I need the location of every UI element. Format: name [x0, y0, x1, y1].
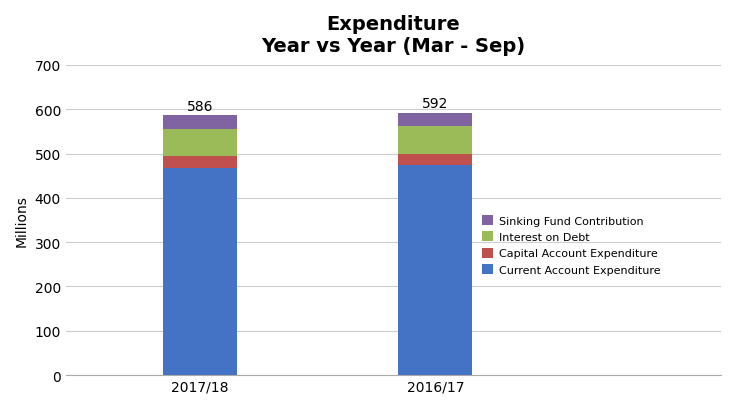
Title: Expenditure
Year vs Year (Mar - Sep): Expenditure Year vs Year (Mar - Sep) — [261, 15, 526, 56]
Text: 586: 586 — [187, 99, 213, 113]
Bar — [163, 169, 237, 375]
Bar — [398, 113, 473, 127]
Bar — [163, 157, 237, 169]
Text: 592: 592 — [422, 97, 448, 111]
Y-axis label: Millions: Millions — [15, 195, 29, 246]
Legend: Sinking Fund Contribution, Interest on Debt, Capital Account Expenditure, Curren: Sinking Fund Contribution, Interest on D… — [478, 211, 665, 279]
Bar — [163, 129, 237, 157]
Bar — [163, 116, 237, 129]
Bar — [398, 127, 473, 154]
Bar — [398, 154, 473, 166]
Bar — [398, 166, 473, 375]
